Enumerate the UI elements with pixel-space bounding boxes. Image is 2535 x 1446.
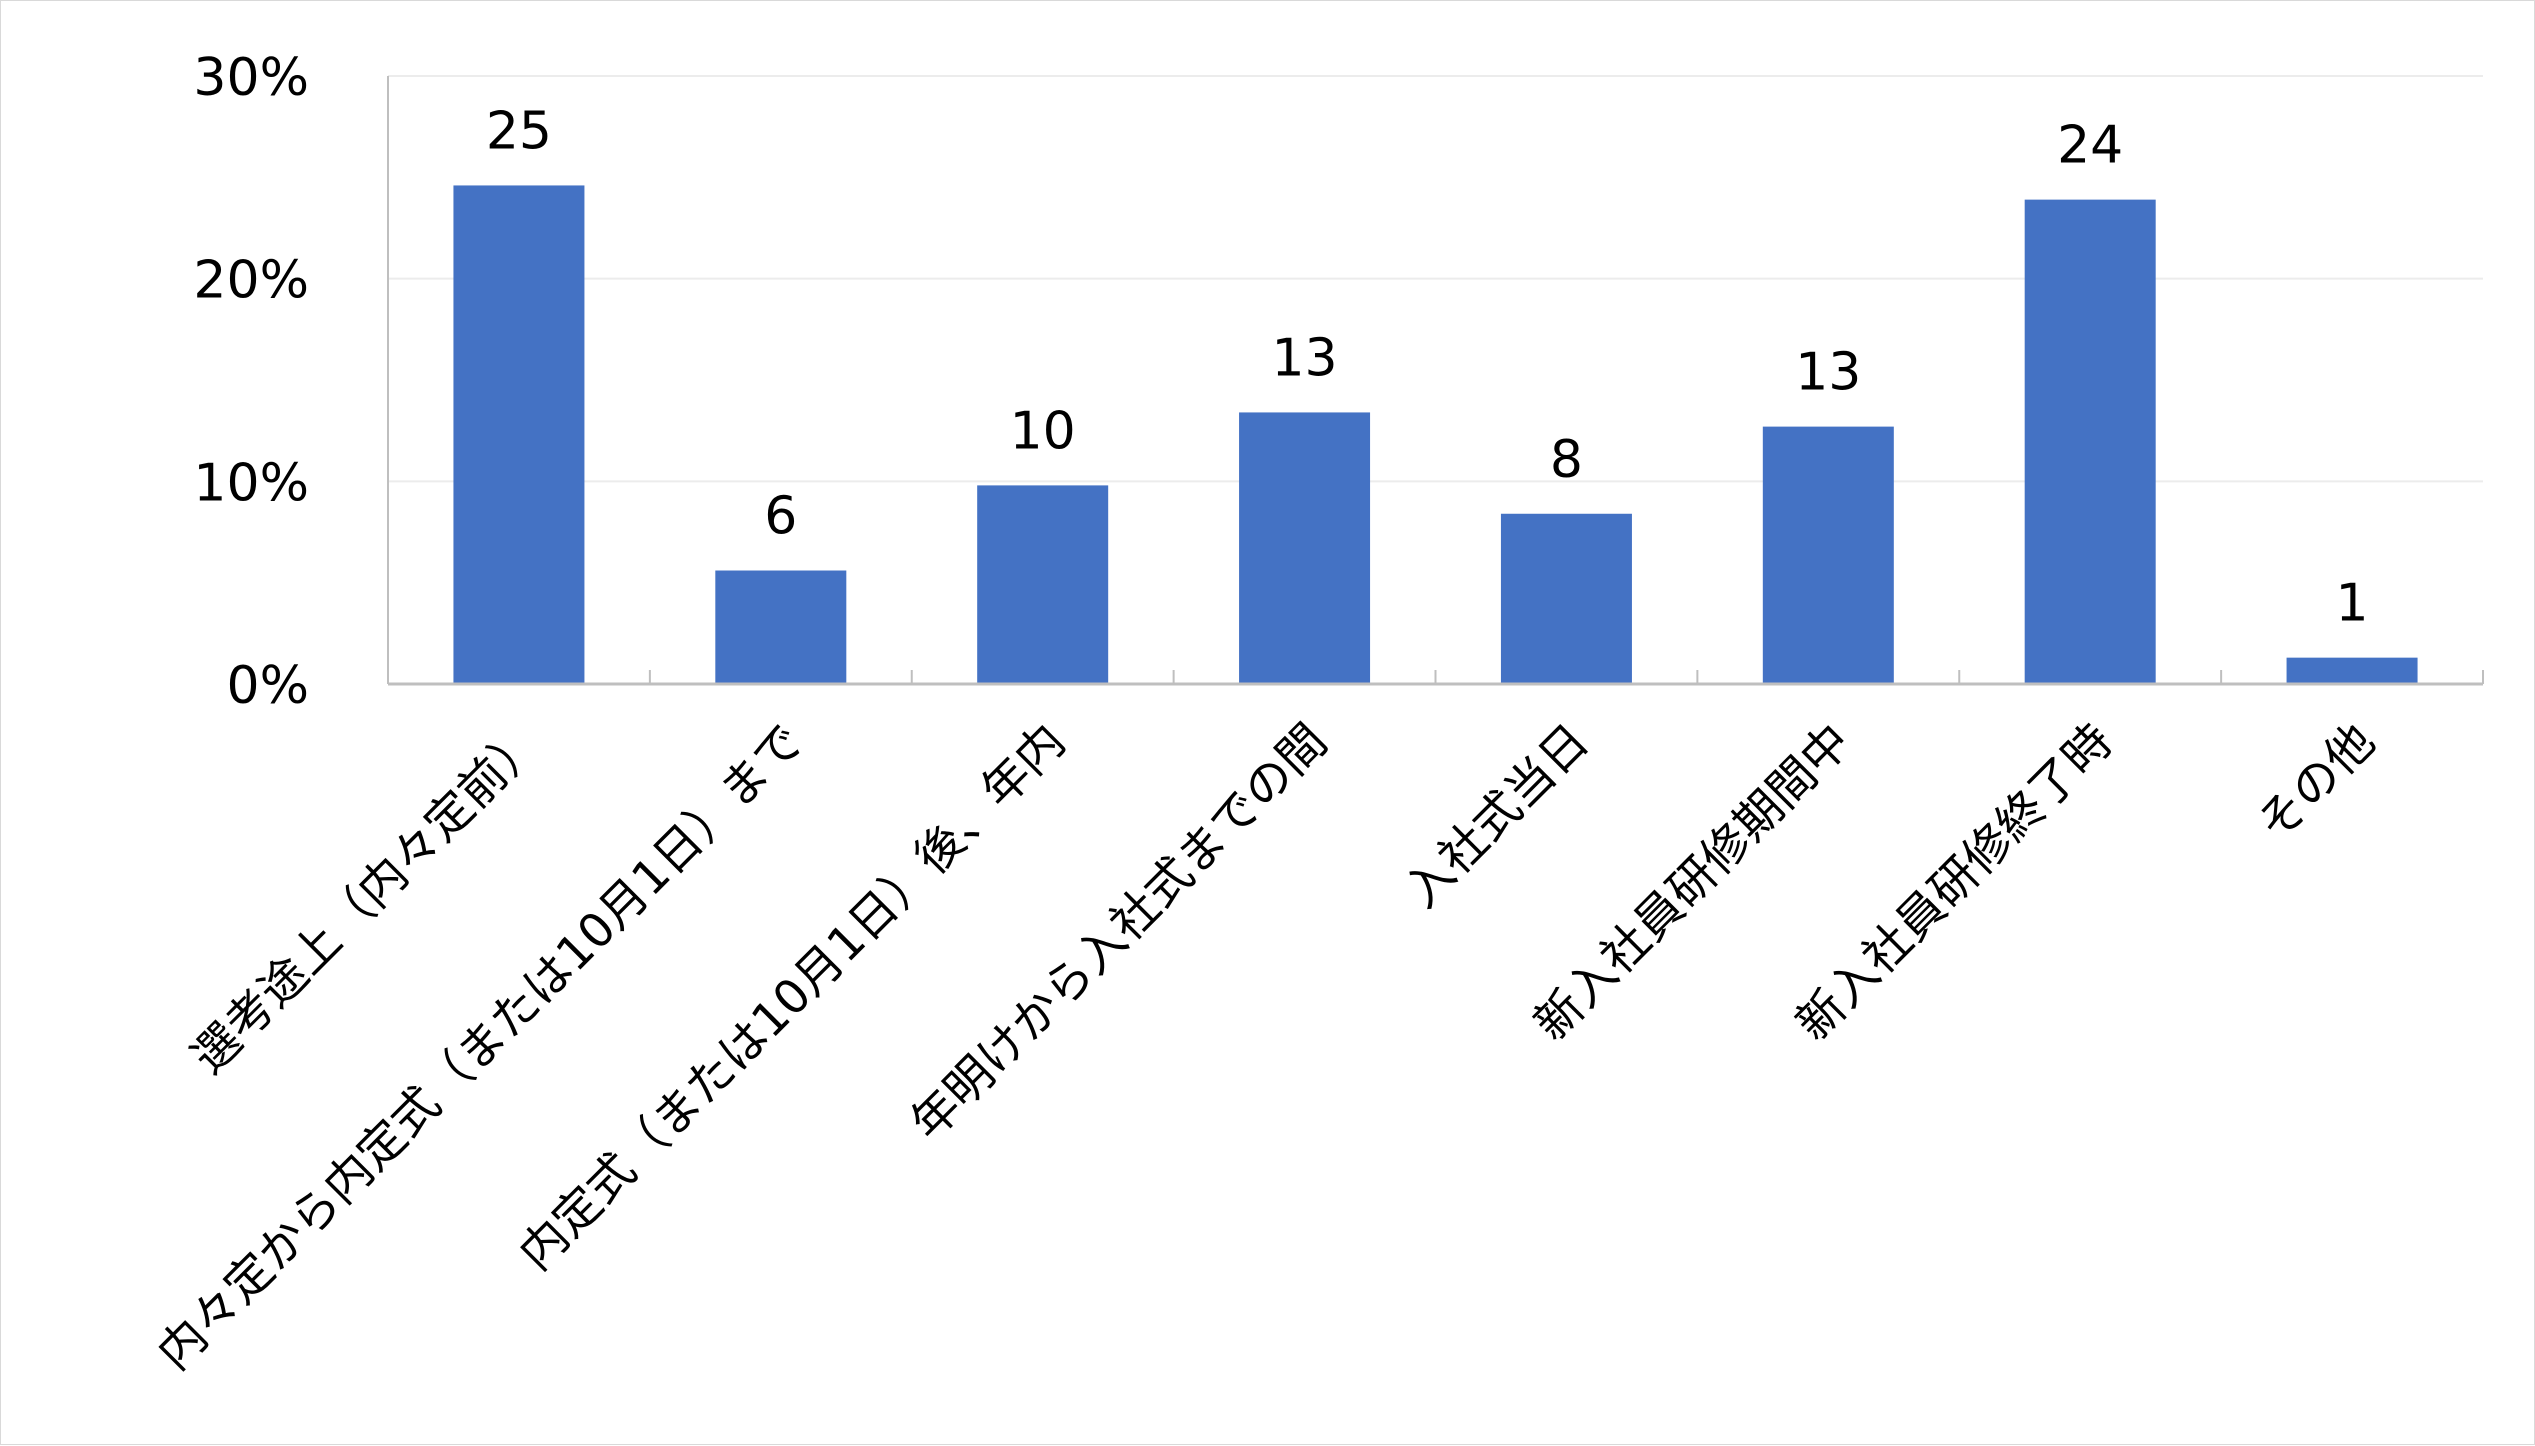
bar [1500,513,1632,684]
data-label: 1 [2336,574,2369,634]
y-tick-label: 20% [193,251,309,311]
bar [1239,412,1371,684]
bar [2024,199,2156,685]
data-label: 13 [1795,343,1861,403]
bar [715,570,847,684]
y-tick-label: 30% [193,48,309,108]
data-label: 24 [2057,116,2123,176]
data-label: 13 [1271,328,1337,388]
bars [453,185,2418,685]
y-tick-label: 0% [227,656,310,716]
gridlines [388,75,2483,483]
data-label: 25 [486,101,552,161]
bar [977,485,1109,684]
category-label: その他 [2247,714,2386,853]
axes [387,76,2484,686]
y-tick-label: 10% [193,453,309,513]
category-label: 入社式当日 [1395,714,1600,919]
category-label: 年明けから入社式までの間 [900,714,1338,1152]
bar [2286,657,2418,684]
bar [453,185,585,684]
data-label: 10 [1010,401,1076,461]
data-label: 6 [764,487,797,547]
data-label: 8 [1550,430,1583,490]
category-label: 内定式（または10月1日）後、年内 [509,714,1077,1282]
bar [1762,426,1894,684]
